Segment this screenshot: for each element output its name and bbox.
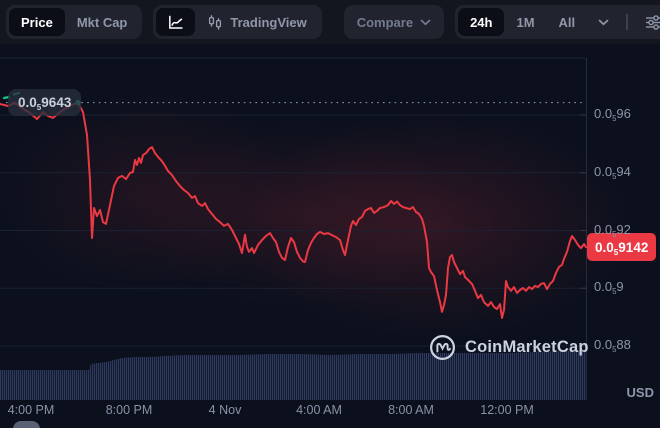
pan-handle[interactable] bbox=[13, 421, 40, 428]
red-glow-background bbox=[0, 95, 630, 337]
gridlines bbox=[0, 57, 587, 400]
time-axis-label: 8:00 PM bbox=[105, 403, 153, 417]
mktcap-tab[interactable]: Mkt Cap bbox=[65, 8, 140, 36]
time-range-selector: 24h 1M All bbox=[455, 5, 660, 39]
compare-label: Compare bbox=[356, 14, 414, 30]
chart-type-toggle: TradingView bbox=[153, 5, 322, 39]
range-more-button[interactable] bbox=[587, 8, 620, 36]
candlestick-icon bbox=[209, 14, 222, 30]
chart-settings-button[interactable] bbox=[634, 8, 660, 36]
time-axis-label: 4:00 AM bbox=[296, 403, 342, 417]
time-axis-label: 4:00 PM bbox=[7, 403, 55, 417]
compare-button[interactable]: Compare bbox=[343, 5, 445, 39]
line-chart-icon bbox=[169, 15, 184, 29]
coinmarketcap-logo-icon bbox=[430, 335, 455, 360]
chevron-down-icon bbox=[598, 19, 609, 25]
price-tab[interactable]: Price bbox=[9, 8, 65, 36]
price-axis-label: 0.0588 bbox=[594, 337, 631, 355]
line-chart-type-button[interactable] bbox=[156, 8, 196, 36]
price-line bbox=[0, 101, 587, 319]
time-axis-label: 4 Nov bbox=[208, 403, 242, 417]
price-axis-label: 0.0594 bbox=[594, 163, 631, 181]
price-axis-label: 0.059 bbox=[594, 279, 624, 297]
range-24h-button[interactable]: 24h bbox=[458, 8, 505, 36]
time-axis-label: 12:00 PM bbox=[480, 403, 534, 417]
time-axis-label: 8:00 AM bbox=[388, 403, 434, 417]
high-price-badge: 0.059643 bbox=[8, 89, 82, 117]
price-mktcap-toggle: Price Mkt Cap bbox=[6, 5, 143, 39]
chevron-down-icon bbox=[420, 19, 431, 25]
range-1m-button[interactable]: 1M bbox=[504, 8, 546, 36]
sliders-icon bbox=[645, 14, 660, 30]
current-price-value: 0.059142 bbox=[595, 239, 649, 257]
current-price-badge: 0.059142 bbox=[587, 233, 657, 262]
currency-label: USD bbox=[626, 385, 654, 400]
range-all-button[interactable]: All bbox=[547, 8, 588, 36]
price-chart-plot[interactable] bbox=[0, 44, 660, 428]
tradingview-button[interactable]: TradingView bbox=[195, 8, 318, 36]
coinmarketcap-watermark: CoinMarketCap bbox=[429, 334, 589, 361]
tradingview-label: TradingView bbox=[230, 14, 307, 30]
volume-histogram bbox=[0, 351, 586, 400]
price-axis-label: 0.0596 bbox=[594, 106, 631, 124]
price-axis-label: 0.0592 bbox=[594, 221, 631, 239]
watermark-label: CoinMarketCap bbox=[465, 338, 589, 356]
high-price-value: 0.059643 bbox=[18, 95, 72, 113]
toolbar-divider bbox=[626, 14, 628, 30]
chart-toolbar: Price Mkt Cap TradingView Compare bbox=[0, 0, 660, 44]
